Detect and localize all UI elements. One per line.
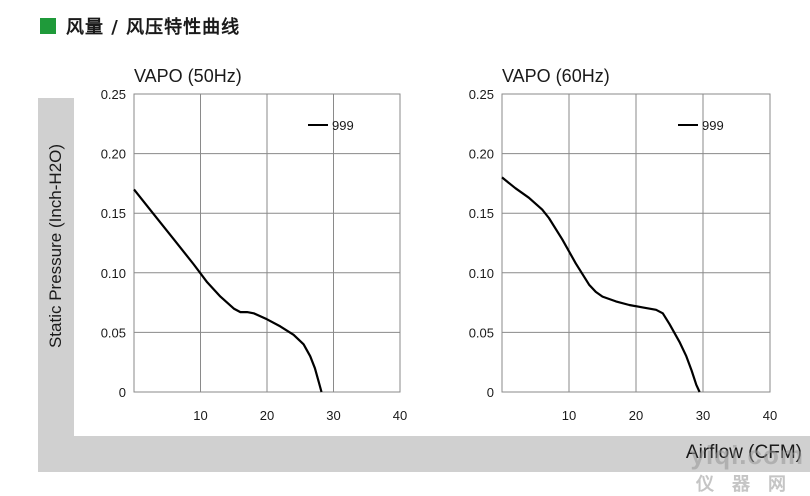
chart1-y-tick-label: 0.05 <box>101 325 126 340</box>
chart2-x-tick-label: 30 <box>696 408 710 423</box>
chart1-x-tick-label: 30 <box>326 408 340 423</box>
chart1-title: VAPO (50Hz) <box>134 66 242 86</box>
chart2-x-tick-label: 40 <box>763 408 777 423</box>
chart1-x-tick-label: 40 <box>393 408 407 423</box>
chart1-y-tick-label: 0.25 <box>101 87 126 102</box>
chart2-legend-label: 999 <box>702 118 724 133</box>
page-title: 风量 / 风压特性曲线 <box>66 17 241 38</box>
chart1-x-tick-label: 10 <box>193 408 207 423</box>
chart2-y-tick-label: 0 <box>487 385 494 400</box>
chart2-y-tick-label: 0.20 <box>469 147 494 162</box>
chart2-y-tick-label: 0.10 <box>469 266 494 281</box>
axis-frame-vertical <box>38 98 74 472</box>
chart2-title: VAPO (60Hz) <box>502 66 610 86</box>
chart1-y-tick-label: 0.20 <box>101 147 126 162</box>
chart1-y-tick-label: 0 <box>119 385 126 400</box>
title-row: 风量 / 风压特性曲线 <box>40 12 240 40</box>
chart2-y-tick-label: 0.15 <box>469 206 494 221</box>
chart1-legend-label: 999 <box>332 118 354 133</box>
chart1-series-line <box>133 188 323 393</box>
chart2-y-tick-label: 0.05 <box>469 325 494 340</box>
chart2-series-line <box>501 176 701 393</box>
chart2-x-tick-label: 20 <box>629 408 643 423</box>
chart1-y-tick-label: 0.10 <box>101 266 126 281</box>
chart2-x-tick-label: 10 <box>562 408 576 423</box>
chart1-x-tick-label: 20 <box>260 408 274 423</box>
chart2-y-tick-label: 0.25 <box>469 87 494 102</box>
title-square-icon <box>40 18 56 34</box>
chart1-y-tick-label: 0.15 <box>101 206 126 221</box>
x-axis-title: Airflow (CFM) <box>685 442 802 463</box>
axis-frame-horizontal <box>38 436 810 472</box>
